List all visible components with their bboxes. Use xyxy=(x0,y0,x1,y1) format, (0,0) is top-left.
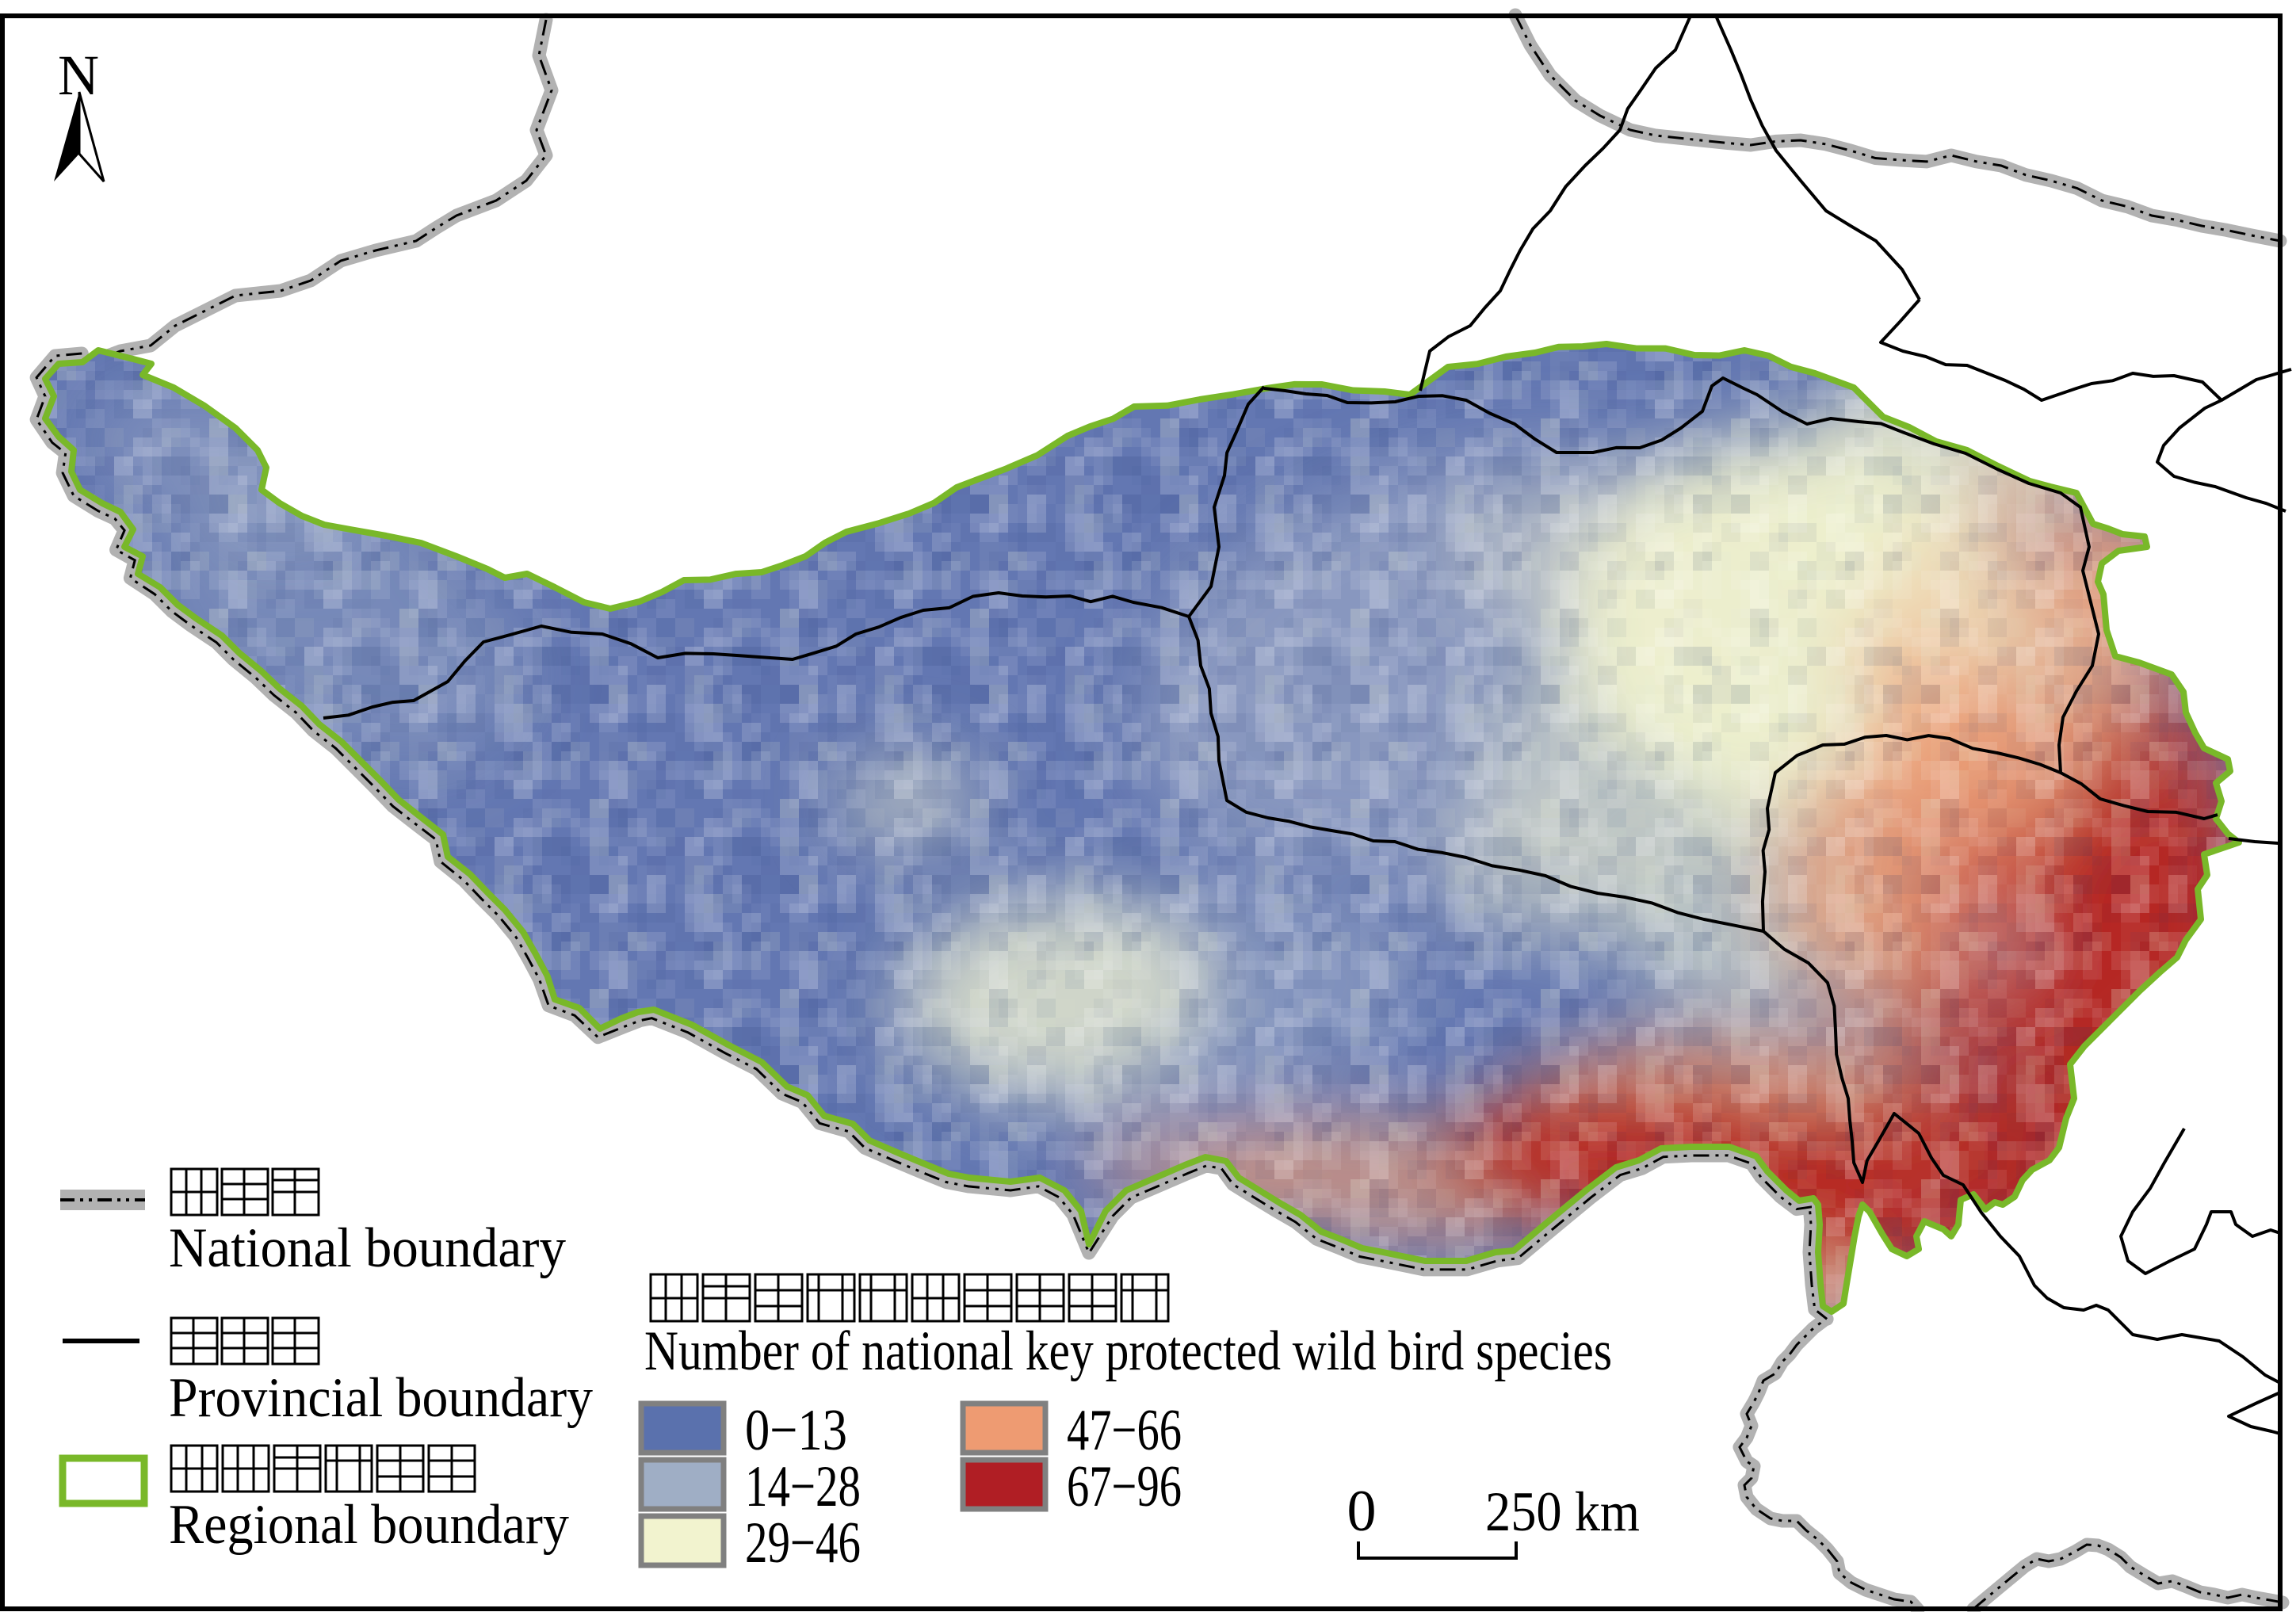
svg-text:0−13: 0−13 xyxy=(745,1398,847,1463)
svg-text:Regional boundary: Regional boundary xyxy=(169,1494,569,1556)
svg-text:47−66: 47−66 xyxy=(1067,1398,1182,1463)
svg-text:29−46: 29−46 xyxy=(745,1511,861,1576)
svg-text:67−96: 67−96 xyxy=(1067,1454,1182,1519)
svg-text:Provincial boundary: Provincial boundary xyxy=(169,1367,593,1429)
svg-text:Number of national key protect: Number of national key protected wild bi… xyxy=(644,1320,1612,1382)
svg-text:0: 0 xyxy=(1347,1479,1377,1544)
svg-text:National boundary: National boundary xyxy=(169,1217,566,1279)
svg-text:250 km: 250 km xyxy=(1485,1481,1640,1543)
svg-text:14−28: 14−28 xyxy=(745,1454,861,1519)
